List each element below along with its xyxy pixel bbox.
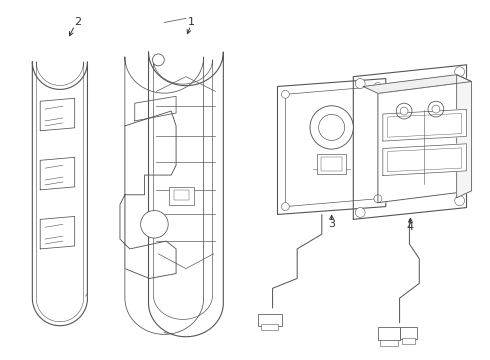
Polygon shape [40,157,74,190]
Polygon shape [363,75,471,93]
Circle shape [432,105,440,113]
Circle shape [281,90,289,98]
Circle shape [396,103,412,119]
Bar [399,327,417,338]
Bar [174,190,189,200]
Polygon shape [135,96,176,121]
Polygon shape [40,216,74,249]
Circle shape [455,67,465,77]
Circle shape [318,114,344,140]
Text: 1: 1 [187,18,195,27]
Bar [169,187,194,204]
Bar [378,327,399,341]
Circle shape [374,82,382,90]
Polygon shape [148,52,223,337]
Circle shape [355,208,365,217]
Circle shape [141,211,168,238]
Circle shape [455,196,465,206]
Text: 4: 4 [407,222,414,232]
Polygon shape [457,75,471,198]
Circle shape [374,195,382,203]
Bar [380,339,397,346]
Circle shape [281,203,289,211]
Circle shape [400,107,408,115]
Polygon shape [277,78,386,215]
Circle shape [428,101,444,117]
Circle shape [310,106,353,149]
Circle shape [152,54,164,66]
Bar [261,324,278,330]
Polygon shape [353,65,466,219]
Bar [317,154,346,174]
Polygon shape [383,109,466,141]
Bar [401,338,416,345]
Circle shape [355,78,365,89]
Polygon shape [120,111,176,278]
Text: 2: 2 [74,18,81,27]
Polygon shape [383,144,466,176]
Bar [321,157,343,171]
Polygon shape [40,98,74,131]
Polygon shape [378,82,471,203]
Polygon shape [32,62,88,326]
Polygon shape [125,57,204,334]
Bar [258,314,282,326]
Text: 3: 3 [328,219,335,229]
